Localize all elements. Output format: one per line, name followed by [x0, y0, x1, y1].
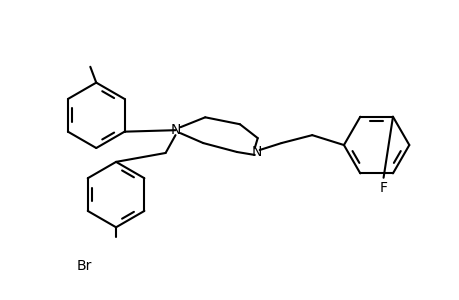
- Text: N: N: [170, 123, 180, 137]
- Text: Br: Br: [77, 259, 92, 273]
- Text: N: N: [251, 145, 261, 159]
- Text: F: F: [379, 181, 387, 195]
